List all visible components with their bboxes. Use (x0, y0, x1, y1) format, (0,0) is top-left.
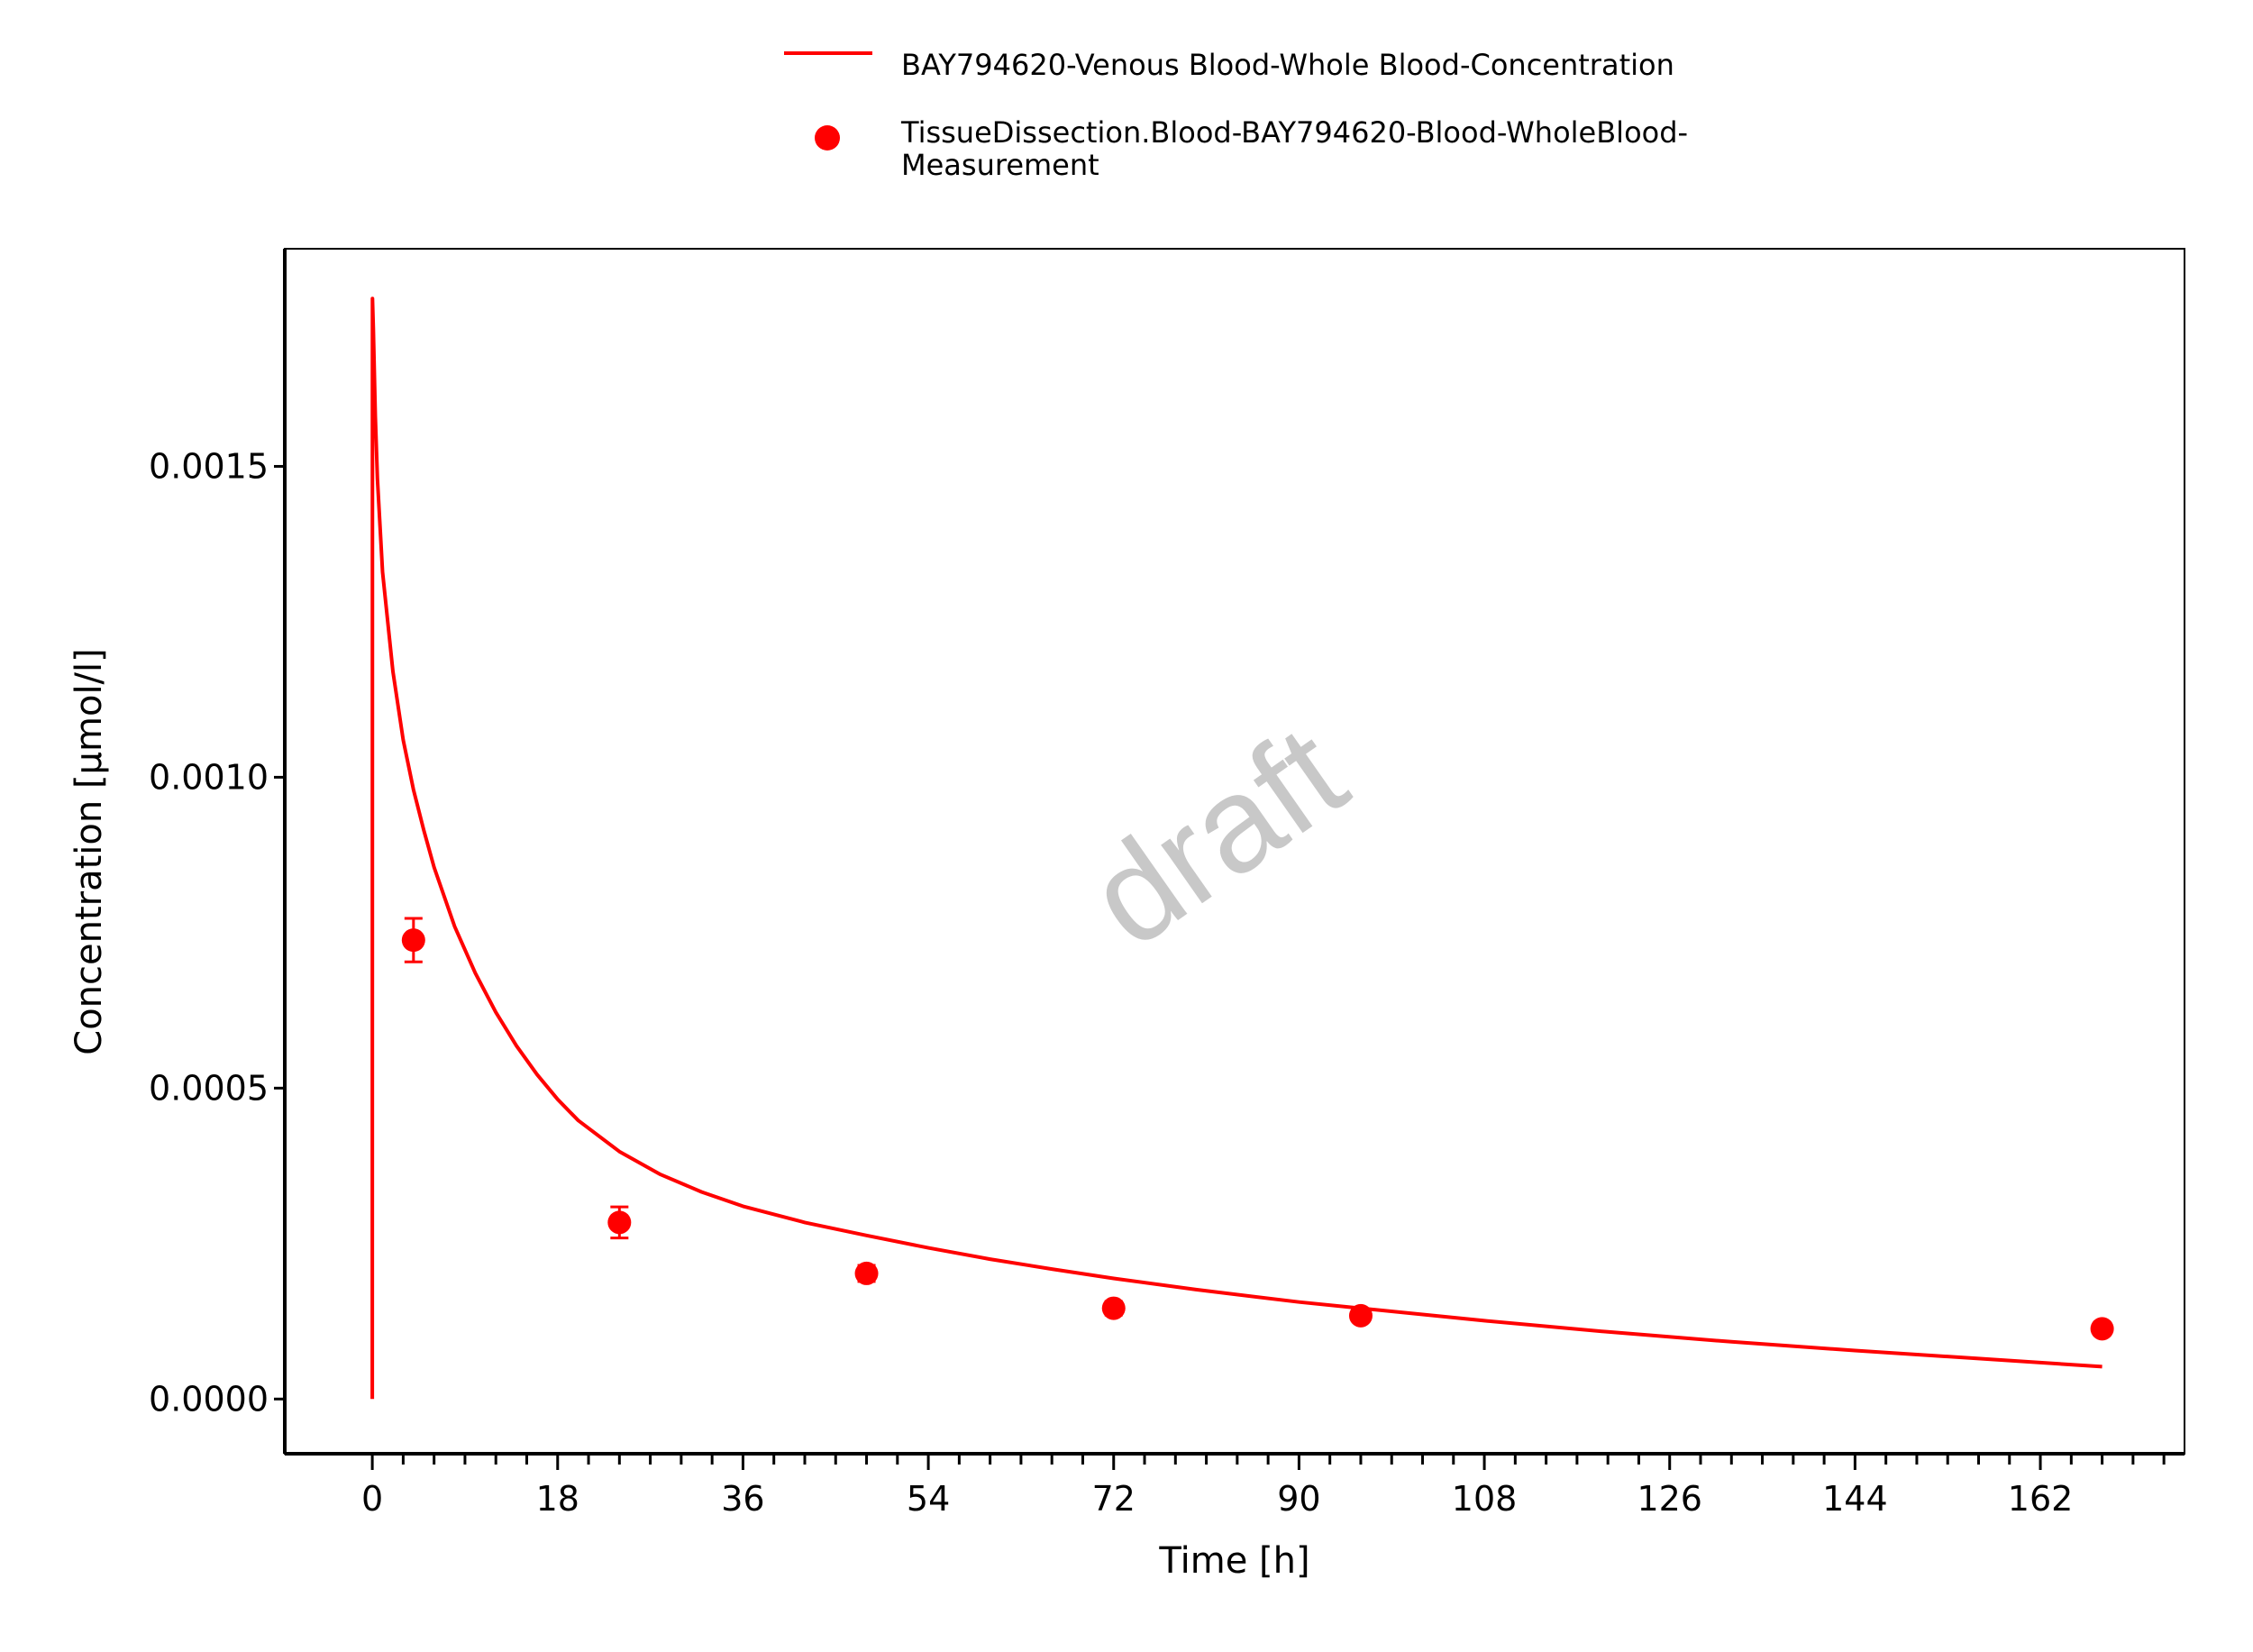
measurement-point (854, 1261, 879, 1285)
y-tick-label: 0.0005 (149, 1068, 269, 1108)
y-axis-ticks: 0.0000 0.0005 0.0010 0.0015 (149, 446, 285, 1419)
y-tick-label: 0.0010 (149, 757, 269, 797)
x-tick-label: 162 (2008, 1479, 2074, 1519)
x-tick-label: 108 (1452, 1479, 1518, 1519)
legend-label-line: BAY794620-Venous Blood-Whole Blood-Conce… (901, 48, 1674, 82)
legend-label-scatter-line1: TissueDissection.Blood-BAY794620-Blood-W… (900, 115, 1688, 150)
x-tick-label: 90 (1277, 1479, 1320, 1519)
x-tick-label: 144 (1822, 1479, 1888, 1519)
y-axis-title: Concentration [µmol/l] (68, 648, 110, 1054)
measurement-point (607, 1210, 632, 1235)
measurement-point (1101, 1296, 1126, 1320)
series-layer (370, 297, 2114, 1400)
y-tick-label: 0.0000 (149, 1379, 269, 1419)
y-tick-label: 0.0015 (149, 446, 269, 486)
x-tick-label: 126 (1637, 1479, 1702, 1519)
measurement-point (2090, 1317, 2114, 1341)
x-axis-title: Time [h] (1158, 1540, 1309, 1582)
x-tick-label: 18 (536, 1479, 579, 1519)
measurement-point (401, 928, 425, 953)
x-tick-label: 72 (1092, 1479, 1136, 1519)
legend-label-scatter-line2: Measurement (901, 148, 1099, 182)
measurement-point (1348, 1303, 1373, 1328)
x-tick-label: 54 (907, 1479, 950, 1519)
x-tick-label: 36 (721, 1479, 764, 1519)
legend: BAY794620-Venous Blood-Whole Blood-Conce… (784, 48, 1688, 182)
x-tick-label: 0 (361, 1479, 383, 1519)
x-axis-ticks: 0 18 36 54 72 90 108 126 144 162 (361, 1454, 2166, 1519)
legend-marker-swatch (815, 125, 840, 151)
